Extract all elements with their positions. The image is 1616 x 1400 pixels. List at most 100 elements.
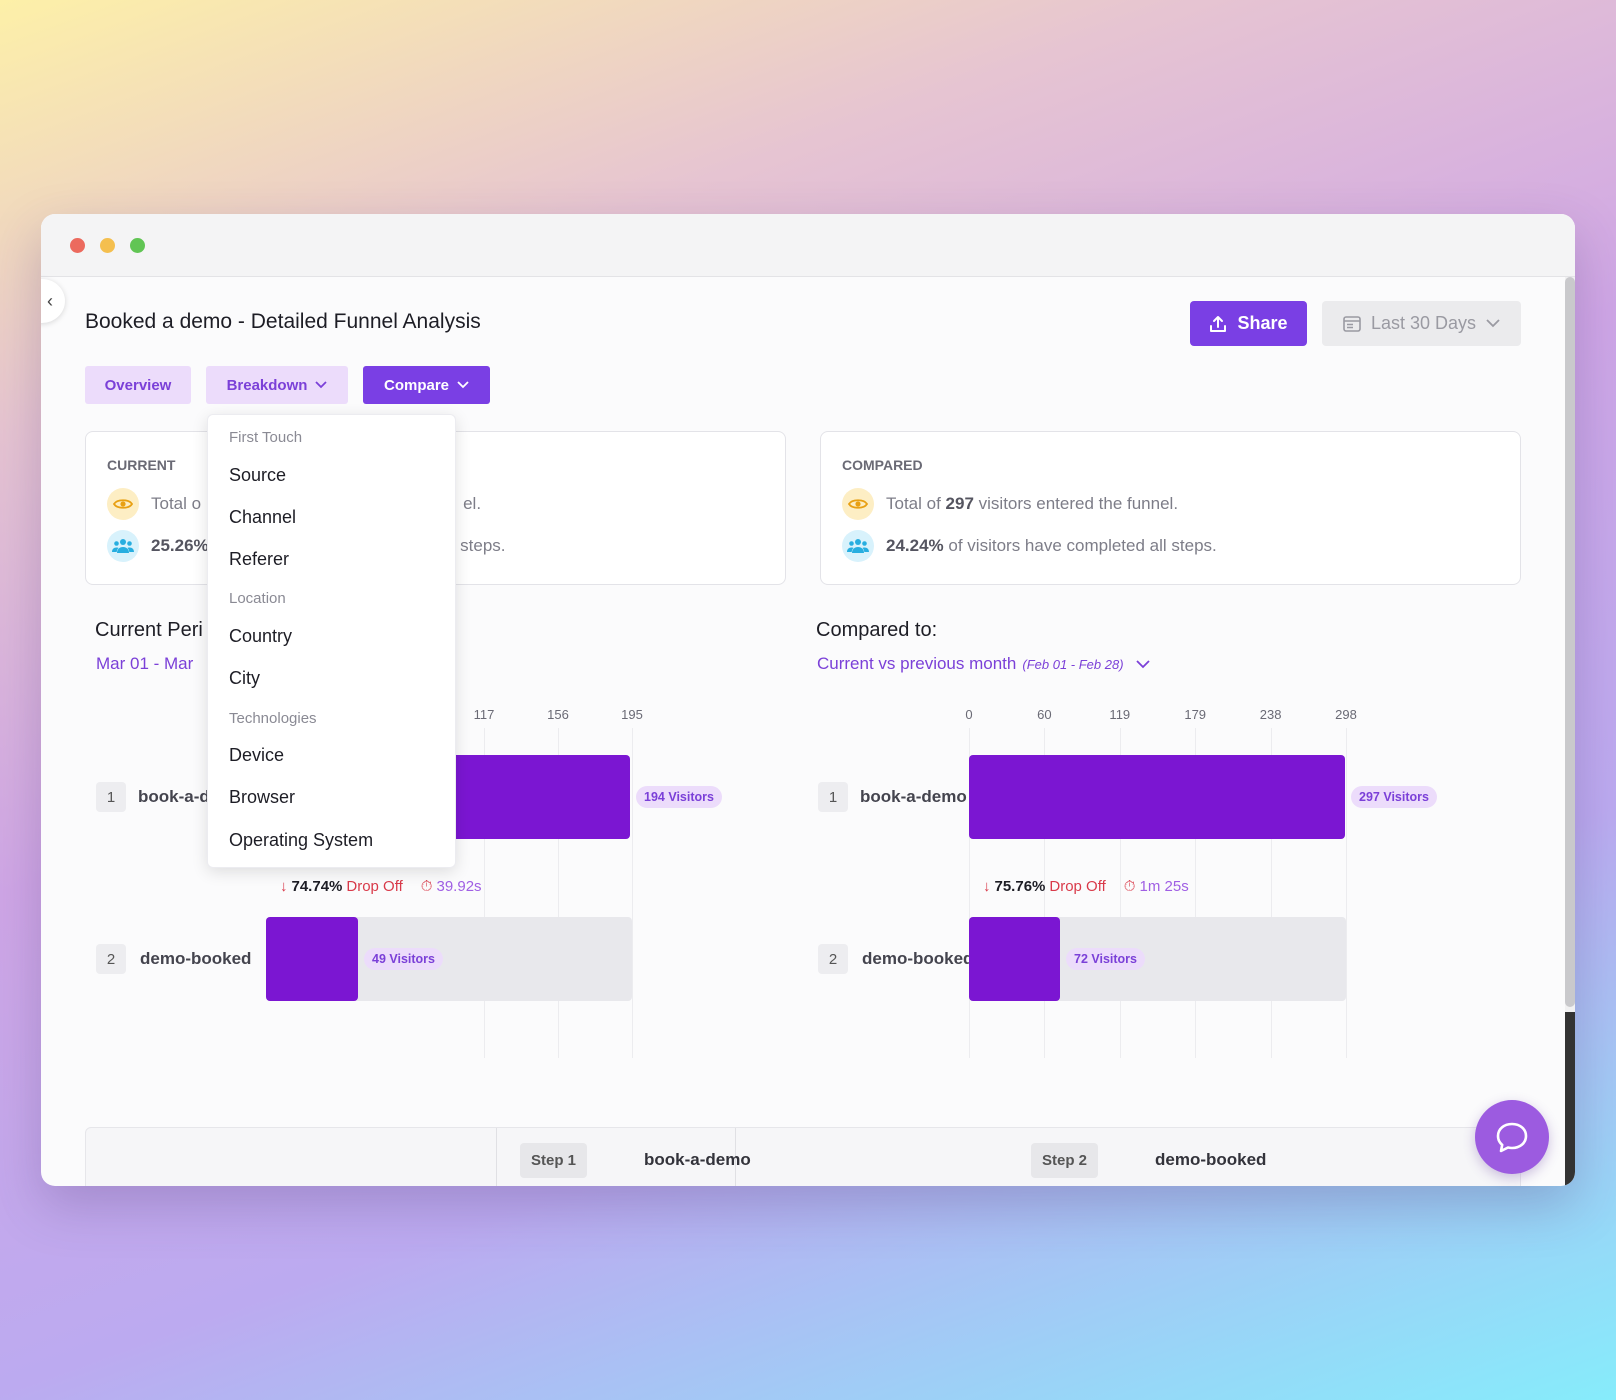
visitors-count-pill: 49 Visitors <box>364 948 444 970</box>
tab-overview[interactable]: Overview <box>85 366 191 404</box>
gridline <box>558 728 559 1058</box>
compared-period-dates: (Feb 01 - Feb 28) <box>1022 656 1124 672</box>
timer-icon: ⏱ <box>420 878 433 895</box>
collapse-sidebar-button[interactable]: ‹ <box>41 279 65 323</box>
visitors-count-pill: 194 Visitors <box>636 786 722 808</box>
menu-group-location: Location <box>229 590 286 607</box>
dropoff-summary: ↓ 74.74% Drop Off ⏱ 39.92s <box>280 878 482 895</box>
tab-compare-label: Compare <box>383 376 450 394</box>
column-divider <box>735 1128 736 1186</box>
axis-tick-label: 298 <box>1335 707 1357 722</box>
funnel-bar[interactable] <box>266 917 358 1001</box>
chat-bubble-icon <box>1496 1122 1528 1153</box>
dropoff-label: Drop Off <box>346 878 403 895</box>
menu-item-browser[interactable]: Browser <box>229 787 296 807</box>
axis-tick-label: 179 <box>1184 707 1207 722</box>
chevron-down-icon <box>1135 659 1150 668</box>
scrollbar[interactable] <box>1565 277 1575 1186</box>
arrow-down-icon: ↓ <box>280 878 288 895</box>
step-name: demo-booked <box>140 949 252 968</box>
scroll-thumb[interactable] <box>1565 277 1575 1007</box>
step1-name: book-a-demo <box>644 1150 751 1169</box>
menu-item-referer[interactable]: Referer <box>229 549 290 569</box>
gridline <box>1270 728 1272 1058</box>
menu-group-technologies: Technologies <box>229 710 317 727</box>
entered-prefix: Total of <box>886 494 946 513</box>
dropoff-label: Drop Off <box>1049 878 1106 895</box>
entered-suffix: el. <box>463 494 482 513</box>
chevron-down-icon <box>457 381 469 389</box>
step1-chip: Step 1 <box>520 1143 588 1178</box>
eye-icon <box>107 488 139 520</box>
step-name: demo-booked <box>862 949 974 968</box>
steps-table-header: Step 1 book-a-demo Step 2 demo-booked <box>85 1127 1521 1186</box>
funnel-bar[interactable] <box>969 917 1060 1001</box>
axis-tick-label: 0 <box>965 707 973 722</box>
menu-group-first-touch: First Touch <box>229 429 303 446</box>
page-title: Booked a demo - Detailed Funnel Analysis <box>85 310 481 333</box>
avg-time: 39.92s <box>436 878 482 895</box>
step-number: 2 <box>96 944 126 974</box>
menu-item-device[interactable]: Device <box>229 745 285 765</box>
date-range-label: Last 30 Days <box>1370 313 1477 333</box>
compared-period-select[interactable]: Current vs previous month (Feb 01 - Feb … <box>817 654 1150 674</box>
avg-time: 1m 25s <box>1139 878 1189 895</box>
calendar-icon <box>1343 315 1361 332</box>
upload-icon <box>1210 315 1227 332</box>
dropoff-pct: 74.74% <box>291 878 343 895</box>
chat-support-button[interactable] <box>1475 1100 1549 1174</box>
menu-item-operating-system[interactable]: Operating System <box>229 830 374 850</box>
axis-tick-label: 238 <box>1259 707 1282 722</box>
visitors-entered-row: Total o el. <box>107 488 481 520</box>
completion-pct: 24.24% <box>886 536 944 555</box>
dropoff-pct: 75.76% <box>994 878 1046 895</box>
step-name: book-a-demo <box>860 787 967 806</box>
menu-item-city[interactable]: City <box>229 668 260 688</box>
completion-pct: 25.26% <box>151 536 209 555</box>
current-period-range[interactable]: Mar 01 - Mar <box>96 654 193 674</box>
axis-tick-label: 117 <box>473 707 495 722</box>
menu-item-channel[interactable]: Channel <box>229 507 297 527</box>
entered-count: 297 <box>945 494 974 513</box>
app-window: ‹ Booked a demo - Detailed Funnel Analys… <box>41 214 1575 1186</box>
current-period-title: Current Peri <box>95 619 203 641</box>
chevron-down-icon <box>315 381 328 389</box>
compared-period-title: Compared to: <box>816 619 938 641</box>
funnel-bar[interactable] <box>969 755 1345 839</box>
step-name: book-a-d <box>138 787 210 806</box>
gridline <box>632 728 633 1058</box>
date-range-select[interactable]: Last 30 Days <box>1322 301 1521 346</box>
axis-tick-label: 119 <box>1109 707 1131 722</box>
step-number: 2 <box>818 944 848 974</box>
visitors-entered-row: Total of 297 visitors entered the funnel… <box>842 488 1178 520</box>
tab-breakdown[interactable]: Breakdown <box>206 366 348 404</box>
share-button[interactable]: Share <box>1190 301 1307 346</box>
menu-item-country[interactable]: Country <box>229 626 293 646</box>
current-period-range-label: Mar 01 - Mar <box>96 654 194 673</box>
maximize-window-button[interactable] <box>130 238 145 253</box>
column-divider <box>496 1128 497 1186</box>
gridline <box>969 728 970 1058</box>
entered-suffix: visitors entered the funnel. <box>973 494 1179 513</box>
gridline <box>1195 728 1197 1058</box>
card-label: CURRENT <box>107 457 176 473</box>
step2-chip: Step 2 <box>1031 1143 1099 1178</box>
visitors-count-pill: 72 Visitors <box>1066 948 1146 970</box>
tab-compare[interactable]: Compare <box>363 366 490 404</box>
close-window-button[interactable] <box>70 238 85 253</box>
axis-tick-label: 195 <box>621 707 643 722</box>
gridline <box>1044 728 1046 1058</box>
users-icon <box>842 530 874 562</box>
chevron-down-icon <box>1486 319 1500 328</box>
card-label: COMPARED <box>842 457 923 473</box>
minimize-window-button[interactable] <box>100 238 115 253</box>
menu-item-source[interactable]: Source <box>229 465 287 485</box>
tab-breakdown-label: Breakdown <box>226 376 308 394</box>
axis-tick-label: 60 <box>1037 707 1052 722</box>
completion-suffix: l steps. <box>451 536 506 555</box>
completion-suffix: of visitors have completed all steps. <box>943 536 1217 555</box>
scroll-track <box>1565 1012 1575 1186</box>
share-label: Share <box>1237 313 1288 333</box>
step2-name: demo-booked <box>1155 1150 1267 1169</box>
compared-summary-card: COMPARED Total of 297 visitors entered t… <box>820 431 1521 585</box>
